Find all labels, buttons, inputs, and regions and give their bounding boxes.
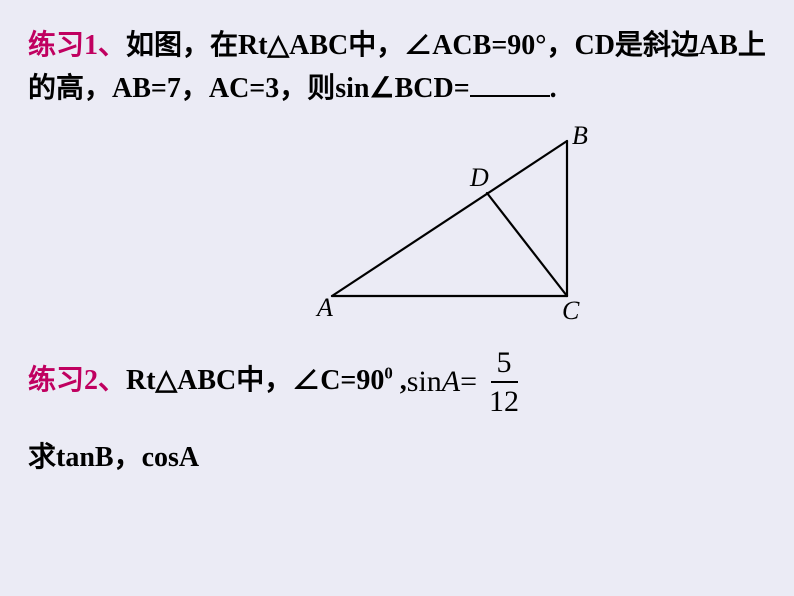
problem-2: 练习2、Rt△ABC中，∠C=900 , sin A = 5 12 求tanB，… [28,346,766,481]
answer-blank [470,95,550,97]
triangle-svg: A B C D [312,121,602,321]
fraction: 5 12 [483,346,525,418]
denominator: 12 [483,383,525,418]
problem-2-line-1: 练习2、Rt△ABC中，∠C=900 , sin A = 5 12 [28,346,766,418]
problem-1-text: 如图，在Rt△ABC中，∠ACB=90°，CD是斜边AB上的高，AB=7，AC=… [28,30,766,104]
diagram-container: A B C D [28,121,766,326]
sin-text: sin [407,358,442,406]
problem-1-end: . [550,73,557,104]
numerator: 5 [491,346,518,383]
svg-text:D: D [469,163,489,192]
svg-text:C: C [562,296,580,321]
triangle-diagram: A B C D [312,121,602,326]
problem-2-line-2: 求tanB，cosA [28,436,766,481]
sin-expression: sin A = 5 12 [407,346,525,418]
problem-2-text1: Rt△ABC中，∠C=90 [126,365,384,396]
sin-var: A [442,358,460,406]
degree-sup: 0 [384,364,392,383]
problem-2-lead: 练习2、Rt△ABC中，∠C=900 , [28,359,407,404]
svg-text:A: A [315,293,333,321]
problem-2-comma: , [393,365,407,396]
problem-1: 练习1、如图，在Rt△ABC中，∠ACB=90°，CD是斜边AB上的高，AB=7… [28,24,766,111]
problem-1-label: 练习1、 [28,30,126,61]
svg-text:B: B [572,121,588,150]
eq-sign: = [460,358,477,406]
problem-2-label: 练习2、 [28,365,126,396]
page-content: 练习1、如图，在Rt△ABC中，∠ACB=90°，CD是斜边AB上的高，AB=7… [0,0,794,505]
